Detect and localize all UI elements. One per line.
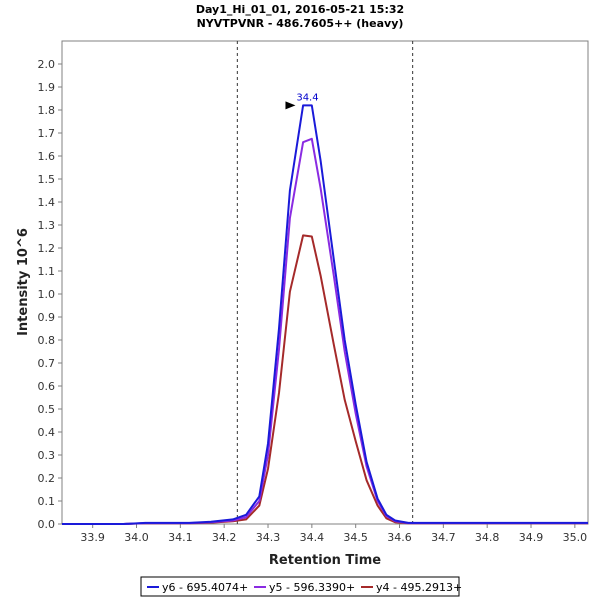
x-tick-label: 35.0 [563,531,588,544]
x-tick-label: 34.5 [343,531,368,544]
legend-box [140,576,460,597]
y-tick-label: 1.8 [38,104,56,117]
x-tick-label: 34.0 [124,531,149,544]
peak-annotation: 34.4 [285,92,319,110]
y-tick-label: 1.1 [38,265,56,278]
y-axis: 0.0 0.1 0.2 0.3 0.4 0.5 0.6 0.7 0.8 0.9 1.0 1.1 1.2 1… [38,58,62,531]
x-tick-label: 34.4 [300,531,325,544]
peak-label: 34.4 [296,92,318,103]
y-tick-label: 0.4 [38,426,56,439]
y-tick-label: 0.5 [38,403,56,416]
legend-label: y5 - 596.3390+ [269,581,355,594]
x-tick-label: 34.3 [256,531,281,544]
y-tick-label: 1.5 [38,173,56,186]
legend: y6 - 695.4074+ y5 - 596.3390+ y4 - 495.291… [140,576,462,597]
x-tick-label: 34.1 [168,531,193,544]
legend-label: y4 - 495.2913+ [376,581,462,594]
y-tick-label: 1.7 [38,127,56,140]
y-tick-label: 0.9 [38,311,56,324]
y-tick-label: 1.9 [38,81,56,94]
y-tick-label: 0.2 [38,472,56,485]
y-tick-label: 0.0 [38,518,56,531]
y-tick-label: 1.4 [38,196,56,209]
y-tick-label: 1.3 [38,219,56,232]
x-axis-title: Retention Time [269,553,381,568]
series-line-y6 [62,104,588,525]
x-tick-label: 34.7 [431,531,456,544]
x-tick-label: 34.9 [519,531,544,544]
y-tick-label: 0.1 [38,495,56,508]
x-tick-label: 34.6 [387,531,412,544]
x-tick-label: 33.9 [80,531,105,544]
x-tick-label: 34.8 [475,531,500,544]
y-tick-label: 1.6 [38,150,56,163]
chart-subtitle: NYVTPVNR - 486.7605++ (heavy) [197,17,404,30]
peak-marker-arrow [285,101,296,110]
y-tick-label: 0.6 [38,380,56,393]
chart-title: Day1_Hi_01_01, 2016-05-21 15:32 [196,3,404,16]
y-tick-label: 0.3 [38,449,56,462]
plot-area [61,40,589,525]
y-tick-label: 0.8 [38,334,56,347]
y-tick-label: 0.7 [38,357,56,370]
y-tick-label: 1.0 [38,288,56,301]
y-tick-label: 1.2 [38,242,56,255]
series-lines [62,104,588,525]
integration-boundaries [236,41,414,524]
x-tick-label: 34.2 [212,531,237,544]
legend-label: y6 - 695.4074+ [162,581,248,594]
y-tick-label: 2.0 [38,58,56,71]
y-axis-title: Intensity 10^6 [16,228,31,336]
x-axis: 33.9 34.0 34.1 34.2 34.3 34.4 34.5 34.6 34.7 34.8… [80,524,587,544]
